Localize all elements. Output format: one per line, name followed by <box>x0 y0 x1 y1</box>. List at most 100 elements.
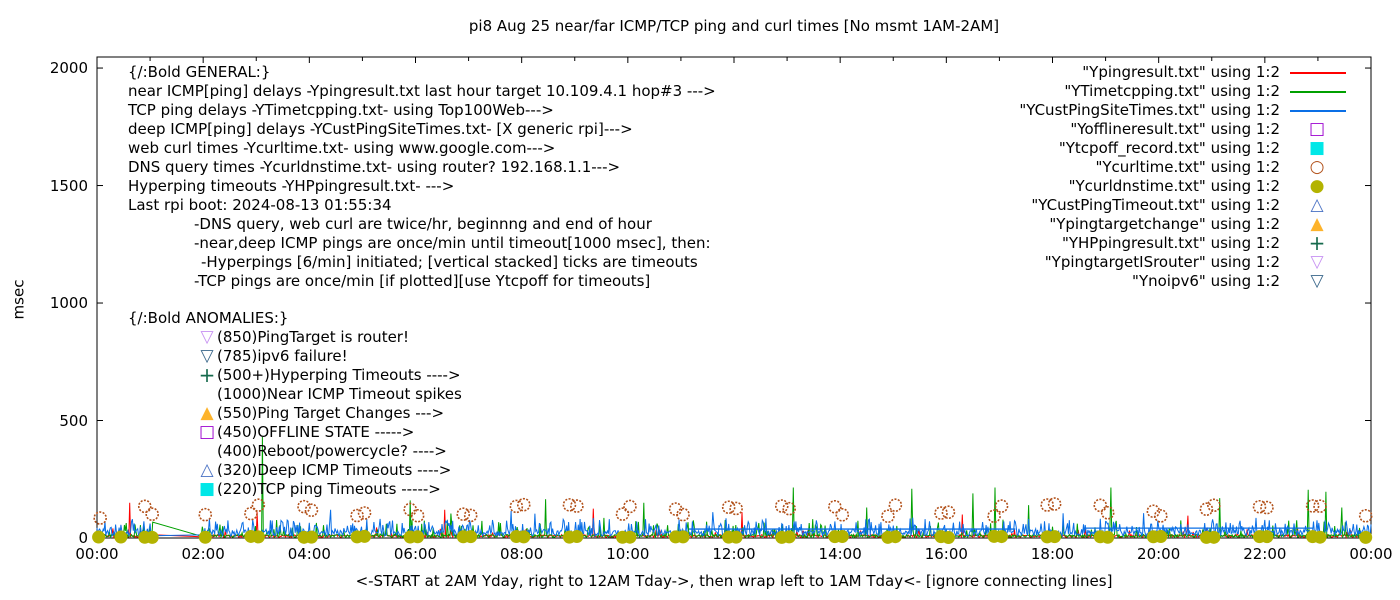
open-circle-marker <box>888 498 903 512</box>
legend-row: "YHPpingresult.txt" using 1:2 + <box>850 231 1370 255</box>
general-note-line: web curl times -Ycurltime.txt- using www… <box>128 139 556 157</box>
filled-square-icon: ■ <box>1308 138 1326 158</box>
filled-circle-marker <box>623 530 637 544</box>
anomaly-row: (1000)Near ICMP Timeout spikes <box>130 385 650 404</box>
filled-circle-marker <box>570 530 584 544</box>
general-note-line: near ICMP[ping] delays -Ypingresult.txt … <box>128 82 716 100</box>
plus-icon: + <box>1308 231 1326 255</box>
x-axis-caption: <-START at 2AM Yday, right to 12AM Tday-… <box>355 572 1113 590</box>
open-triangle-down-icon: ▽ <box>200 346 214 366</box>
filled-circle-marker <box>92 530 106 544</box>
open-circle-marker <box>668 502 683 516</box>
anomaly-label: (785)ipv6 failure! <box>217 347 348 365</box>
open-circle-marker <box>297 499 311 514</box>
legend-row: "Yofflineresult.txt" using 1:2 □ <box>850 120 1370 139</box>
general-note-line: -Hyperpings [6/min] initiated; [vertical… <box>201 253 698 271</box>
x-tick-label: 20:00 <box>1137 545 1181 563</box>
anomaly-label: (550)Ping Target Changes ---> <box>217 404 445 422</box>
anomaly-label: (500+)Hyperping Timeouts ----> <box>217 366 461 384</box>
open-circle-marker <box>463 508 478 523</box>
x-tick-label: 00:00 <box>75 545 119 563</box>
y-tick-label: 1500 <box>49 176 88 195</box>
open-circle-marker <box>1047 497 1062 511</box>
open-circle-marker <box>403 502 417 517</box>
open-circle-marker <box>1313 499 1327 513</box>
filled-circle-marker <box>517 530 531 544</box>
open-triangle-down-icon: ▽ <box>1310 252 1324 272</box>
filled-circle-marker <box>1154 529 1168 543</box>
series-points-Ycurltime.txt <box>93 497 1373 525</box>
open-circle-marker <box>881 509 895 524</box>
open-circle-marker <box>1093 498 1108 513</box>
general-note-line: deep ICMP[ping] delays -YCustPingSiteTim… <box>128 120 633 138</box>
open-circle-marker <box>198 507 213 522</box>
anomaly-label: (400)Reboot/powercycle? ----> <box>217 442 447 460</box>
open-circle-marker <box>509 499 524 514</box>
legend-label: "YTimetcpping.txt" using 1:2 <box>1064 82 1280 100</box>
open-circle-marker <box>987 509 1001 523</box>
open-circle-marker <box>145 507 160 522</box>
general-note-line: TCP ping delays -YTimetcpping.txt- using… <box>128 101 554 119</box>
y-tick-label: 2000 <box>49 59 88 78</box>
legend-label: "Yofflineresult.txt" using 1:2 <box>1070 120 1280 138</box>
anomaly-label: (450)OFFLINE STATE -----> <box>217 423 415 441</box>
x-tick-label: 06:00 <box>393 545 438 563</box>
anomaly-label: (1000)Near ICMP Timeout spikes <box>217 385 462 403</box>
series-line-YCustPingSiteTimes.txt <box>96 509 1372 538</box>
legend-row: "YCustPingTimeout.txt" using 1:2 △ <box>850 196 1370 215</box>
filled-circle-marker <box>782 530 796 544</box>
legend-row: "YCustPingSiteTimes.txt" using 1:2 <box>850 101 1370 120</box>
open-circle-marker <box>774 499 789 513</box>
filled-circle-marker <box>1207 530 1221 544</box>
legend-label: "YCustPingTimeout.txt" using 1:2 <box>1031 196 1280 214</box>
legend-label: "YHPpingresult.txt" using 1:2 <box>1061 234 1280 252</box>
legend-row: "Ycurldnstime.txt" using 1:2 ● <box>850 177 1370 196</box>
open-circle-marker <box>721 500 736 515</box>
y-tick-label: 500 <box>59 411 88 430</box>
filled-circle-marker <box>1260 530 1274 544</box>
open-circle-marker <box>994 499 1009 513</box>
legend-label: "Ynoipv6" using 1:2 <box>1132 272 1280 290</box>
legend-label: "YpingtargetISrouter" using 1:2 <box>1044 253 1280 271</box>
filled-circle-marker <box>676 530 690 544</box>
open-circle-marker <box>941 505 956 520</box>
x-tick-label: 12:00 <box>712 545 756 563</box>
legend-line-swatch <box>1290 110 1346 112</box>
general-note-line: DNS query times -Ycurldnstime.txt- using… <box>128 158 621 176</box>
filled-circle-marker <box>941 530 955 544</box>
open-circle-marker <box>1252 499 1267 514</box>
legend-label: "Ypingtargetchange" using 1:2 <box>1049 215 1280 233</box>
x-tick-label: 10:00 <box>606 545 650 563</box>
filled-circle-icon: ● <box>1309 176 1325 196</box>
filled-circle-marker <box>1313 530 1327 544</box>
anomaly-row: ▽ (785)ipv6 failure! <box>130 347 650 366</box>
filled-circle-marker <box>251 530 265 544</box>
legend-row: "Ypingtargetchange" using 1:2 ▲ <box>850 215 1370 234</box>
filled-circle-marker <box>464 530 478 544</box>
plus-icon: + <box>198 363 216 387</box>
filled-circle-marker <box>198 530 212 544</box>
open-circle-marker <box>1146 504 1161 519</box>
open-circle-marker <box>835 508 850 522</box>
y-tick-label: 1000 <box>49 294 88 313</box>
open-circle-marker <box>1207 498 1221 513</box>
legend-label: "Ypingresult.txt" using 1:2 <box>1082 63 1280 81</box>
legend-label: "Ytcpoff_record.txt" using 1:2 <box>1058 139 1280 157</box>
open-circle-marker <box>456 507 471 522</box>
legend-row: "Ynoipv6" using 1:2 ▽ <box>850 272 1370 291</box>
open-triangle-up-icon: △ <box>1310 195 1324 215</box>
anomaly-label: (320)Deep ICMP Timeouts ----> <box>217 461 452 479</box>
open-circle-marker <box>410 508 425 523</box>
open-circle-marker <box>93 511 107 525</box>
anomaly-label: (850)PingTarget is router! <box>217 328 409 346</box>
anomaly-row: △ (320)Deep ICMP Timeouts ----> <box>130 461 650 480</box>
anomaly-row: (400)Reboot/powercycle? ----> <box>130 442 650 461</box>
open-square-icon: □ <box>198 422 216 442</box>
legend-row: "Ypingresult.txt" using 1:2 <box>850 63 1370 82</box>
chart-title: pi8 Aug 25 near/far ICMP/TCP ping and cu… <box>468 17 1000 35</box>
open-triangle-down-icon: ▽ <box>200 327 214 347</box>
open-circle-marker <box>570 499 584 513</box>
open-circle-icon: ○ <box>1309 157 1325 177</box>
